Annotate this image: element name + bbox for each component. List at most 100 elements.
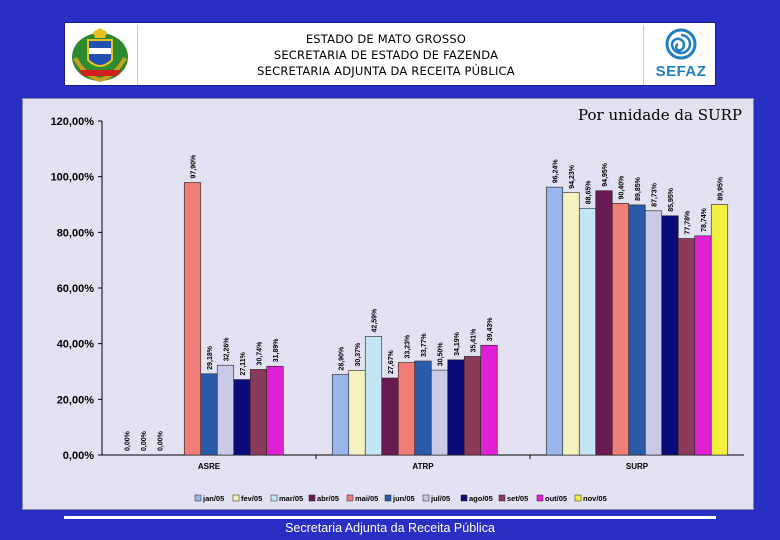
bar [644, 210, 663, 456]
header-title: ESTADO DE MATO GROSSO SECRETARIA DE ESTA… [201, 31, 571, 79]
x-tick-label: ATRP [412, 462, 434, 471]
legend-swatch [346, 494, 354, 502]
header-line-2: SECRETARIA DE ESTADO DE FAZENDA [273, 48, 499, 62]
data-label: 27,11% [240, 351, 247, 375]
legend-label: jun/05 [392, 494, 415, 503]
bar [331, 374, 350, 456]
data-label: 31,89% [273, 338, 280, 363]
bar-chart: Por unidade da SURP 0,00% 20,00% 40,00% 60,0… [51, 106, 744, 503]
header-line-1: ESTADO DE MATO GROSSO [305, 32, 467, 46]
legend-label: nov/05 [583, 494, 607, 503]
bar [381, 377, 399, 456]
legend-swatch [498, 494, 506, 502]
data-label: 0,00% [158, 430, 165, 451]
bar [480, 344, 498, 456]
data-label: 33,77% [421, 332, 428, 357]
data-label: 96,24% [553, 159, 560, 184]
legend-label: jul/05 [430, 494, 450, 503]
data-label: 27,67% [388, 349, 395, 374]
bar [463, 356, 482, 456]
bar [611, 203, 630, 456]
legend-label: out/05 [545, 494, 567, 503]
y-tick-label: 80,00% [57, 227, 95, 239]
data-label: 94,23% [569, 164, 576, 189]
data-label: 30,74% [257, 341, 264, 366]
bar [447, 359, 465, 456]
bar [710, 204, 729, 456]
bar [545, 186, 564, 456]
bar [562, 192, 580, 456]
header-divider [137, 25, 138, 85]
legend-label: set/05 [507, 494, 528, 503]
legend-label: abr/05 [317, 494, 339, 503]
y-tick-label: 120,00% [51, 116, 95, 128]
data-label: 0,00% [141, 430, 148, 451]
legend-label: ago/05 [469, 494, 493, 503]
data-label: 94,95% [602, 162, 609, 187]
y-tick-label: 60,00% [57, 283, 95, 295]
data-label: 32,26% [224, 337, 231, 362]
data-label: 78,74% [701, 207, 708, 232]
data-label: 35,41% [471, 328, 478, 353]
data-label: 0,00% [125, 430, 132, 451]
footer-divider [64, 516, 716, 519]
x-tick-label: ASRE [198, 462, 221, 471]
bar [414, 360, 432, 456]
data-label: 89,95% [718, 176, 725, 201]
y-tick-label: 20,00% [57, 394, 95, 406]
footer-text: Secretaria Adjunta da Receita Pública [285, 521, 495, 535]
data-label: 30,37% [355, 342, 362, 367]
bar [397, 362, 416, 456]
sefaz-logo: SEFAZ [649, 27, 713, 83]
chart-panel: Por unidade da SURP 0,00% 20,00% 40,00% 60,0… [22, 98, 754, 510]
data-label: 33,23% [405, 334, 412, 359]
legend-swatch [574, 494, 582, 502]
data-label: 42,59% [372, 308, 379, 333]
legend-swatch [308, 494, 316, 502]
bar [200, 373, 218, 456]
data-label: 28,90% [339, 346, 346, 371]
bar [183, 182, 202, 456]
legend-label: mai/05 [355, 494, 378, 503]
bar [249, 369, 268, 456]
y-tick-label: 100,00% [51, 172, 95, 184]
data-label: 85,95% [668, 187, 675, 212]
bar [661, 215, 679, 456]
data-label: 30,50% [438, 342, 445, 367]
data-label: 90,40% [619, 175, 626, 200]
header-banner: ESTADO DE MATO GROSSO SECRETARIA DE ESTA… [64, 22, 716, 86]
legend-label: mar/05 [279, 494, 303, 503]
data-label: 88,65% [586, 180, 593, 205]
legend-swatch [270, 494, 278, 502]
legend-swatch [422, 494, 430, 502]
bar [266, 365, 284, 456]
bar [233, 379, 251, 456]
legend-swatch [384, 494, 392, 502]
data-label: 97,90% [191, 154, 198, 179]
data-label: 34,19% [454, 331, 461, 356]
bar [628, 204, 646, 456]
state-crest-icon [72, 28, 128, 83]
bar [430, 369, 449, 456]
header-divider [643, 25, 644, 85]
header-line-3: SECRETARIA ADJUNTA DA RECEITA PÚBLICA [257, 64, 515, 78]
legend-swatch [194, 494, 202, 502]
sefaz-logo-text: SEFAZ [655, 63, 707, 80]
bar [348, 370, 366, 456]
bar [595, 190, 613, 456]
bar [216, 364, 235, 456]
data-label: 89,85% [635, 176, 642, 201]
bar [364, 336, 383, 456]
x-tick-label: SURP [626, 462, 649, 471]
legend-label: fev/05 [241, 494, 262, 503]
data-label: 29,18% [207, 345, 214, 370]
legend-label: jan/05 [202, 494, 224, 503]
data-label: 87,73% [652, 182, 659, 207]
legend-swatch [536, 494, 544, 502]
spiral-icon [665, 28, 697, 60]
bar [677, 238, 696, 456]
chart-title: Por unidade da SURP [578, 106, 742, 124]
data-label: 77,78% [685, 210, 692, 235]
y-tick-label: 0,00% [63, 450, 94, 462]
bar [578, 207, 597, 456]
